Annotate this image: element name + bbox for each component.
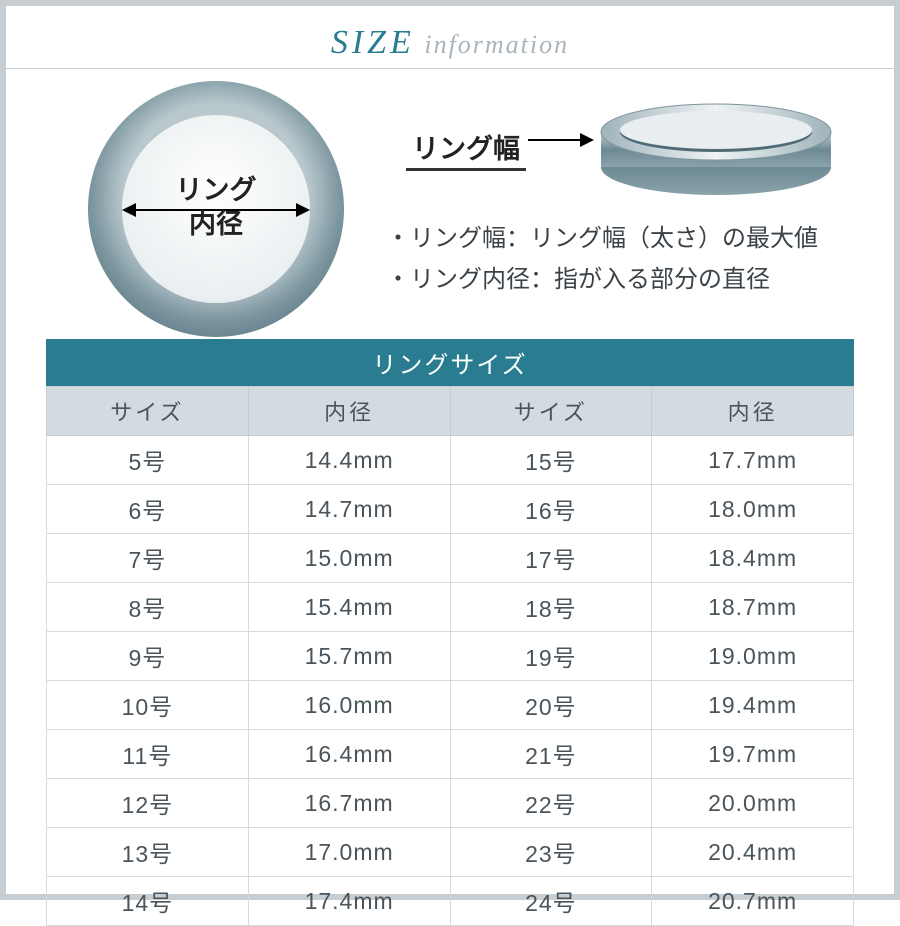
table-row: 8号15.4mm18号18.7mm [47,583,854,632]
table-cell: 18.0mm [652,485,854,534]
table-cell: 17.0mm [248,828,450,877]
table-header-row: サイズ 内径 サイズ 内径 [47,387,854,436]
table-row: 11号16.4mm21号19.7mm [47,730,854,779]
table-cell: 20.0mm [652,779,854,828]
header-rule [6,68,894,69]
table-cell: 14.4mm [248,436,450,485]
table-cell: 19.0mm [652,632,854,681]
table-cell: 10号 [47,681,249,730]
table-cell: 17.4mm [248,877,450,926]
definition-ring-width: リング幅：リング幅（太さ）の最大値 [386,219,818,260]
col-inner-1: 内径 [248,387,450,436]
table-cell: 20.4mm [652,828,854,877]
table-row: 10号16.0mm20号19.4mm [47,681,854,730]
table-row: 13号17.0mm23号20.4mm [47,828,854,877]
table-row: 5号14.4mm15号17.7mm [47,436,854,485]
table-row: 12号16.7mm22号20.0mm [47,779,854,828]
table-cell: 18.7mm [652,583,854,632]
table-cell: 19号 [450,632,652,681]
table-cell: 22号 [450,779,652,828]
header: SIZE information [6,6,894,79]
title-sub: information [424,30,569,59]
table-cell: 16.4mm [248,730,450,779]
table-cell: 20号 [450,681,652,730]
width-arrow-icon [528,139,592,141]
table-cell: 8号 [47,583,249,632]
table-title: リングサイズ [46,339,854,386]
table-cell: 24号 [450,877,652,926]
table-cell: 16号 [450,485,652,534]
inner-diameter-label-line1: リング [176,175,257,205]
page-title: SIZE information [6,24,894,62]
size-table-wrap: リングサイズ サイズ 内径 サイズ 内径 5号14.4mm15号17.7mm6号… [46,339,854,926]
table-cell: 15.4mm [248,583,450,632]
table-cell: 15.7mm [248,632,450,681]
table-cell: 17号 [450,534,652,583]
table-cell: 12号 [47,779,249,828]
table-cell: 14号 [47,877,249,926]
inner-diameter-label: リング 内径 [136,174,296,242]
table-cell: 21号 [450,730,652,779]
table-cell: 5号 [47,436,249,485]
title-main: SIZE [331,24,415,61]
table-cell: 18号 [450,583,652,632]
table-row: 9号15.7mm19号19.0mm [47,632,854,681]
table-cell: 17.7mm [652,436,854,485]
ring-side-diagram [596,97,836,212]
table-cell: 18.4mm [652,534,854,583]
col-size-1: サイズ [47,387,249,436]
infographic-frame: SIZE information [0,0,900,900]
ring-side-icon [596,97,836,207]
definition-list: リング幅：リング幅（太さ）の最大値 リング内径：指が入る部分の直径 [386,219,818,301]
table-row: 7号15.0mm17号18.4mm [47,534,854,583]
table-cell: 9号 [47,632,249,681]
table-cell: 14.7mm [248,485,450,534]
table-cell: 11号 [47,730,249,779]
table-cell: 13号 [47,828,249,877]
ring-width-label: リング幅 [406,127,526,171]
table-cell: 20.7mm [652,877,854,926]
diagram-area: リング 内径 リング幅 [6,79,894,339]
table-cell: 23号 [450,828,652,877]
table-row: 6号14.7mm16号18.0mm [47,485,854,534]
table-cell: 16.0mm [248,681,450,730]
table-cell: 19.7mm [652,730,854,779]
inner-diameter-label-line2: 内径 [189,209,243,239]
table-cell: 15号 [450,436,652,485]
table-cell: 6号 [47,485,249,534]
table-cell: 16.7mm [248,779,450,828]
col-inner-2: 内径 [652,387,854,436]
definition-ring-inner: リング内径：指が入る部分の直径 [386,260,818,301]
table-cell: 7号 [47,534,249,583]
table-cell: 15.0mm [248,534,450,583]
size-table: サイズ 内径 サイズ 内径 5号14.4mm15号17.7mm6号14.7mm1… [46,386,854,926]
col-size-2: サイズ [450,387,652,436]
table-cell: 19.4mm [652,681,854,730]
ring-front-diagram: リング 内径 [86,79,346,344]
table-row: 14号17.4mm24号20.7mm [47,877,854,926]
